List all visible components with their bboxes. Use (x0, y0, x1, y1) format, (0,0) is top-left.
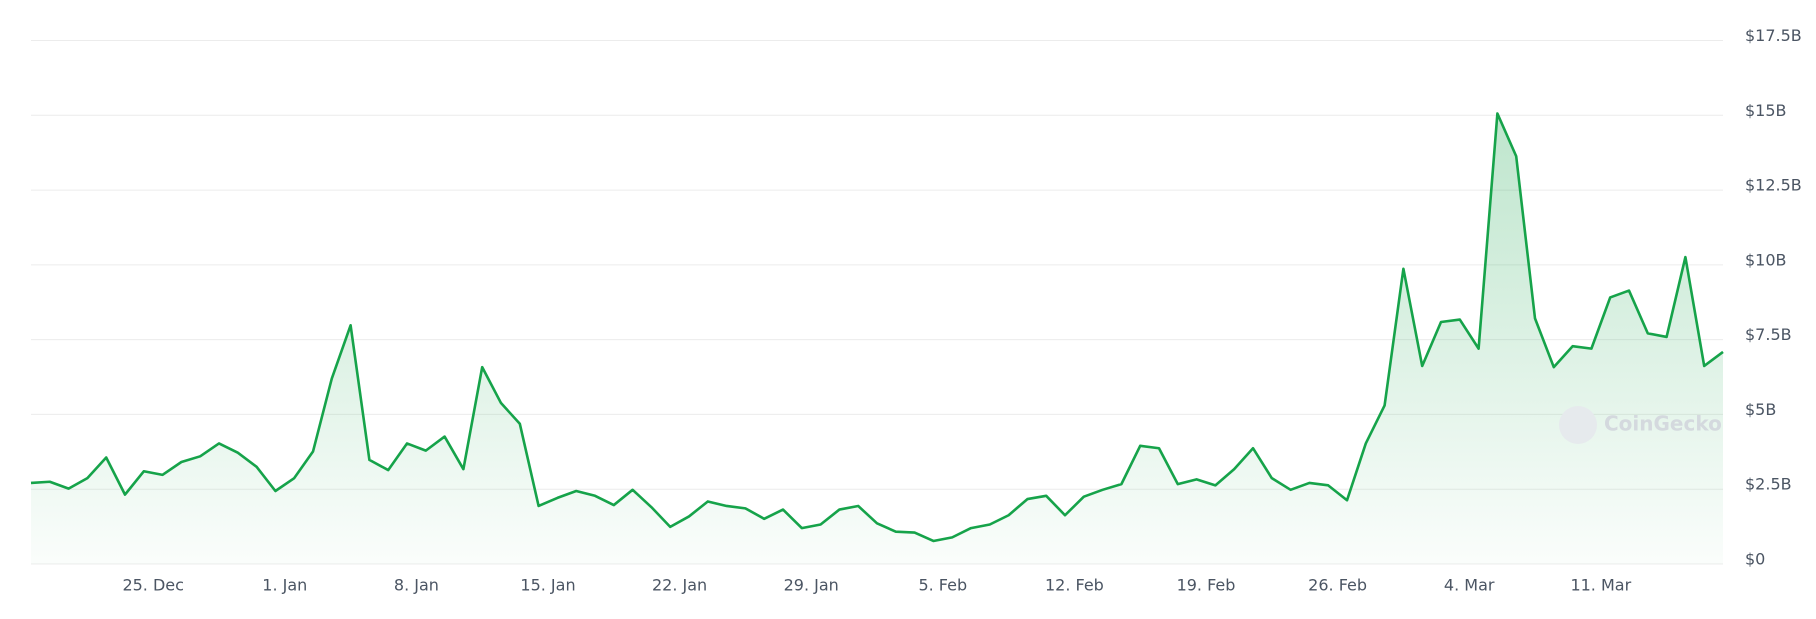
watermark-logo (1559, 406, 1597, 444)
y-tick-label: $7.5B (1745, 325, 1792, 344)
y-tick-label: $0 (1745, 550, 1765, 569)
watermark: CoinGecko (1559, 406, 1722, 444)
x-tick-label: 5. Feb (918, 576, 967, 595)
x-tick-label: 1. Jan (262, 576, 307, 595)
x-tick-label: 11. Mar (1570, 576, 1631, 595)
y-tick-label: $12.5B (1745, 176, 1802, 195)
x-tick-label: 19. Feb (1177, 576, 1236, 595)
x-tick-label: 15. Jan (520, 576, 575, 595)
y-tick-label: $15B (1745, 101, 1787, 120)
y-tick-label: $10B (1745, 250, 1787, 269)
x-tick-label: 22. Jan (652, 576, 707, 595)
x-tick-label: 26. Feb (1308, 576, 1367, 595)
line (30, 112, 1724, 543)
x-tick-label: 29. Jan (784, 576, 839, 595)
y-tick-label: $5B (1745, 400, 1776, 419)
x-tick-label: 8. Jan (394, 576, 439, 595)
x-tick-label: 12. Feb (1045, 576, 1104, 595)
area (31, 113, 1723, 565)
x-tick-label: 25. Dec (122, 576, 184, 595)
watermark-text: CoinGecko (1604, 412, 1722, 436)
y-tick-label: $2.5B (1745, 475, 1792, 494)
y-tick-label: $17.5B (1745, 26, 1802, 45)
x-tick-label: 4. Mar (1444, 576, 1495, 595)
